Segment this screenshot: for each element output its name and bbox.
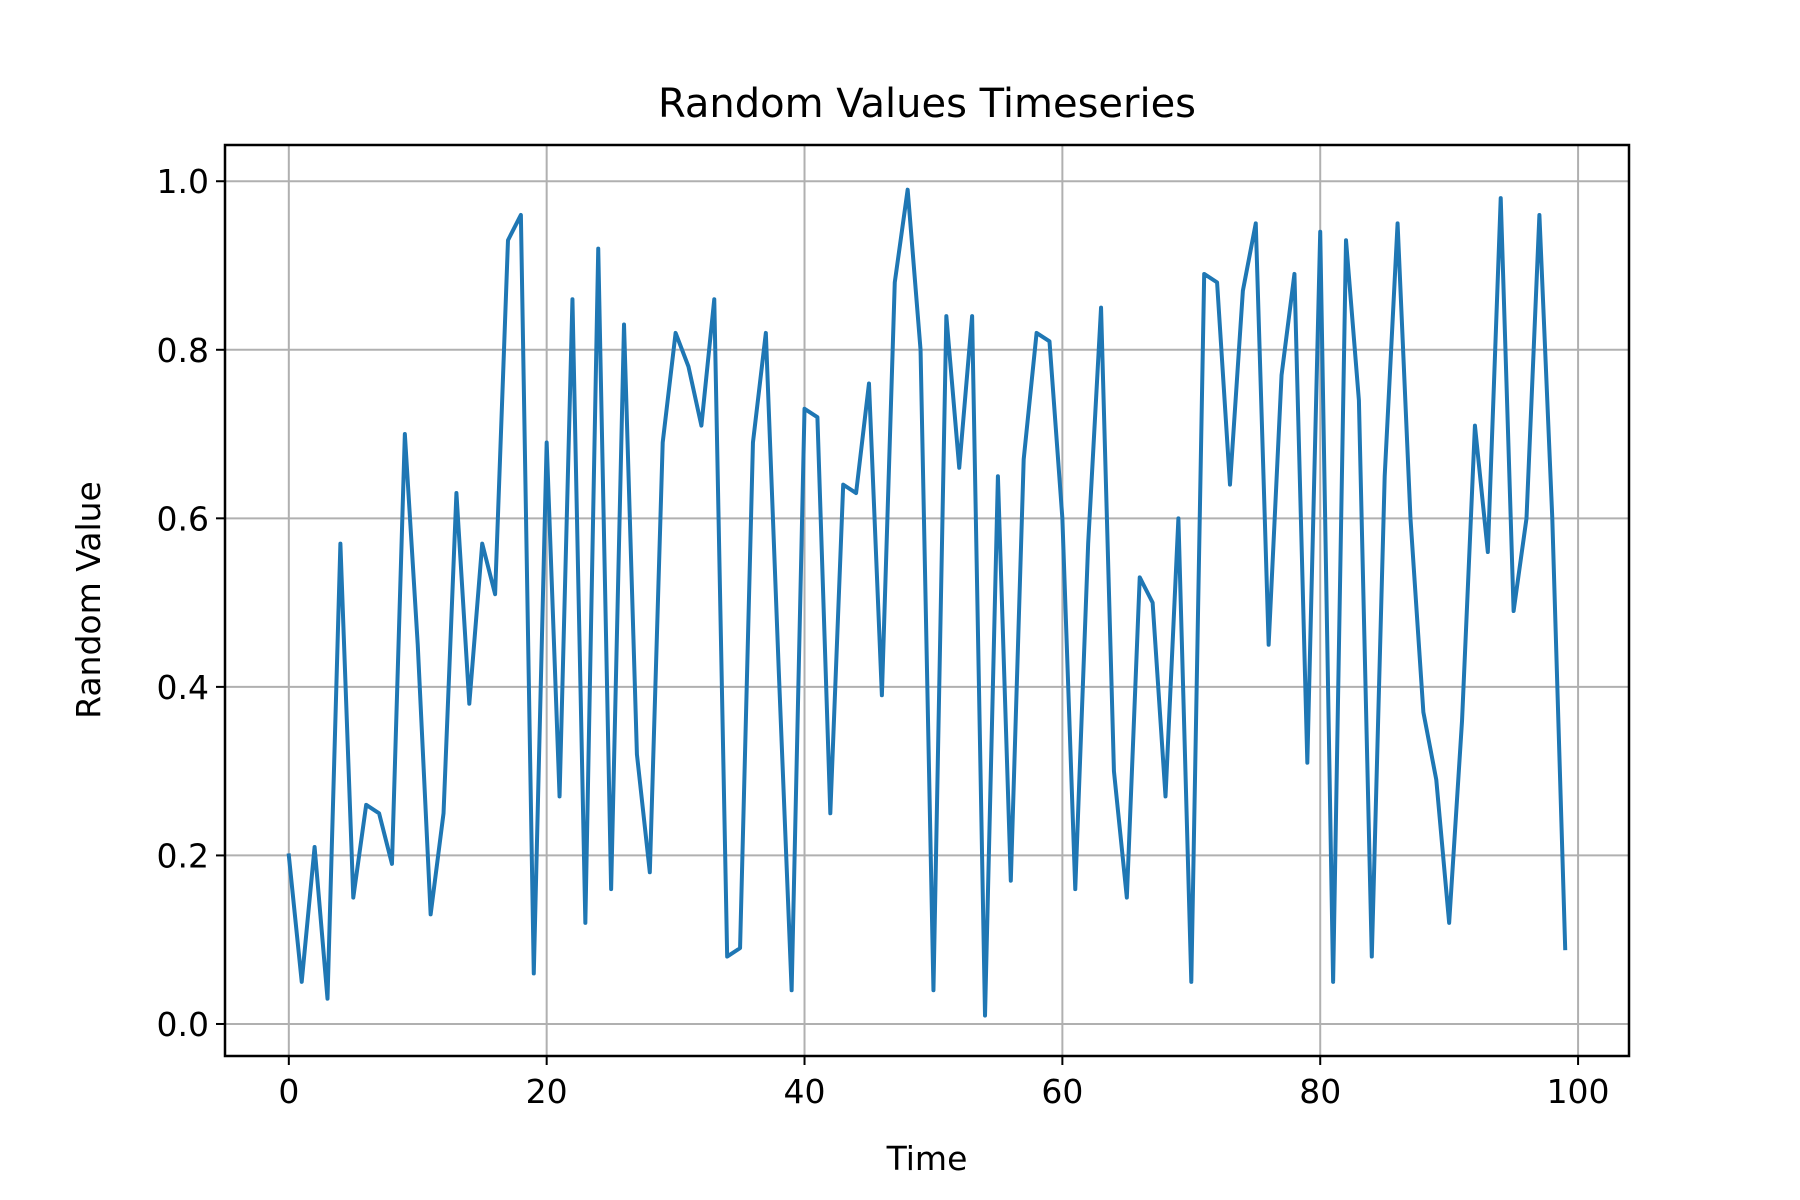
chart-title: Random Values Timeseries <box>658 81 1196 127</box>
plot-area-frame <box>223 143 1631 1058</box>
y-tick-label: 0.6 <box>157 499 209 538</box>
x-tick-label: 0 <box>278 1072 299 1111</box>
y-tick-label: 1.0 <box>157 162 209 201</box>
y-tick-label: 0.0 <box>157 1005 209 1044</box>
y-axis-label: Random Value <box>69 481 108 719</box>
x-tick-label: 40 <box>784 1072 826 1111</box>
x-tick-label: 100 <box>1547 1072 1610 1111</box>
x-tick-label: 80 <box>1299 1072 1341 1111</box>
series-line <box>286 187 1568 1018</box>
x-tick-label: 20 <box>526 1072 568 1111</box>
ticks: 0 20 40 60 80 100 0.0 0.2 0.4 0.6 0.8 1.0 <box>157 162 1610 1111</box>
y-tick-label: 0.2 <box>157 836 209 875</box>
y-tick-label: 0.8 <box>157 331 209 370</box>
series-layer <box>286 187 1568 1018</box>
x-axis-label: Time <box>886 1139 968 1178</box>
y-tick-label: 0.4 <box>157 668 209 707</box>
x-tick-label: 60 <box>1041 1072 1083 1111</box>
